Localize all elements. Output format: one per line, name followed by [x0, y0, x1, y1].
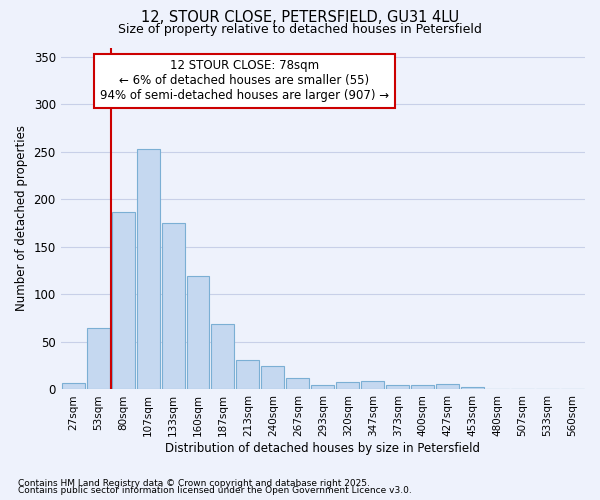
- Bar: [211, 324, 235, 390]
- Y-axis label: Number of detached properties: Number of detached properties: [15, 126, 28, 312]
- Bar: [86, 328, 110, 390]
- Bar: [112, 212, 134, 390]
- Bar: [536, 388, 559, 390]
- Bar: [137, 149, 160, 390]
- Bar: [236, 360, 259, 390]
- Bar: [411, 384, 434, 390]
- Text: Contains HM Land Registry data © Crown copyright and database right 2025.: Contains HM Land Registry data © Crown c…: [18, 478, 370, 488]
- Bar: [337, 382, 359, 390]
- Bar: [161, 223, 185, 390]
- Bar: [187, 276, 209, 390]
- Bar: [561, 388, 584, 390]
- Bar: [461, 386, 484, 390]
- Bar: [62, 383, 85, 390]
- Text: 12 STOUR CLOSE: 78sqm
← 6% of detached houses are smaller (55)
94% of semi-detac: 12 STOUR CLOSE: 78sqm ← 6% of detached h…: [100, 60, 389, 102]
- Text: 12, STOUR CLOSE, PETERSFIELD, GU31 4LU: 12, STOUR CLOSE, PETERSFIELD, GU31 4LU: [141, 10, 459, 25]
- Bar: [311, 384, 334, 390]
- Bar: [486, 388, 509, 390]
- Text: Size of property relative to detached houses in Petersfield: Size of property relative to detached ho…: [118, 22, 482, 36]
- X-axis label: Distribution of detached houses by size in Petersfield: Distribution of detached houses by size …: [166, 442, 481, 455]
- Bar: [262, 366, 284, 390]
- Bar: [286, 378, 310, 390]
- Text: Contains public sector information licensed under the Open Government Licence v3: Contains public sector information licen…: [18, 486, 412, 495]
- Bar: [361, 381, 384, 390]
- Bar: [436, 384, 459, 390]
- Bar: [386, 384, 409, 390]
